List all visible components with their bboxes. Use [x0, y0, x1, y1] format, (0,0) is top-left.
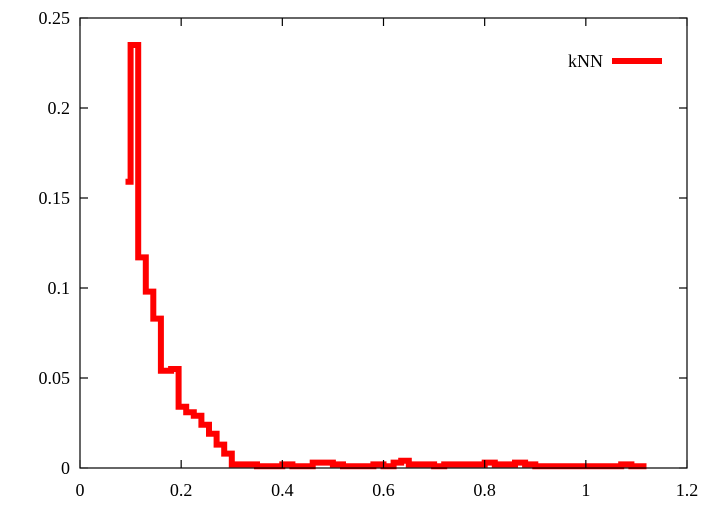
- x-tick-label: 0.8: [473, 480, 496, 500]
- y-tick-label: 0.25: [39, 8, 71, 28]
- x-tick-label: 1.2: [676, 480, 699, 500]
- y-tick-label: 0.05: [39, 368, 71, 388]
- y-tick-label: 0: [61, 458, 70, 478]
- legend: kNN: [568, 51, 662, 71]
- y-tick-label: 0.15: [39, 188, 71, 208]
- plot-area: [125, 42, 647, 470]
- axes: 0 0.2 0.4 0.6 0.8 1 1.2 0 0.05 0.1 0.15 0.2 0.25: [39, 8, 699, 500]
- x-tick-label: 0.2: [170, 480, 193, 500]
- legend-label-knn: kNN: [568, 51, 603, 71]
- x-tick-label: 0: [76, 480, 85, 500]
- x-tick-label: 0.6: [372, 480, 395, 500]
- series-line-knn: [125, 42, 647, 470]
- y-tick-label: 0.1: [48, 278, 71, 298]
- x-tick-label: 0.4: [271, 480, 294, 500]
- y-tick-label: 0.2: [48, 98, 71, 118]
- x-tick-label: 1: [581, 480, 590, 500]
- plot-frame: [79, 17, 688, 469]
